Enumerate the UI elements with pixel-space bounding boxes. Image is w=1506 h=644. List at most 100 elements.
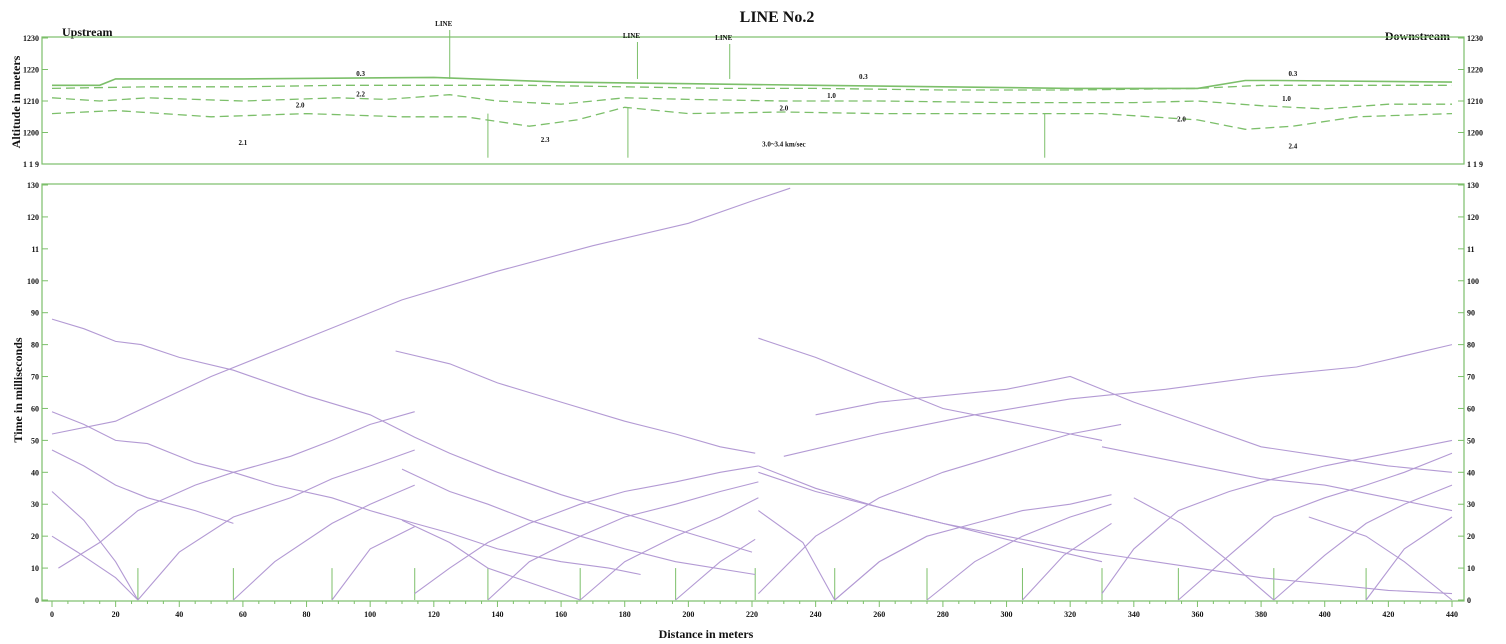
distance-tick-label: 200 (682, 610, 694, 619)
velocity-label: 2.0 (1177, 115, 1186, 123)
cross-section-tick-label-right: 1230 (1467, 34, 1483, 43)
distance-tick-label: 240 (810, 610, 822, 619)
travel-time-curve (137, 449, 415, 601)
velocity-label: 0.3 (356, 70, 365, 78)
distance-tick-label: 440 (1446, 610, 1458, 619)
upstream-label: Upstream (62, 25, 112, 39)
travel-time-curve (815, 375, 1453, 473)
travel-time-curve (675, 538, 756, 601)
travel-time-curve (51, 318, 753, 553)
travel-time-curve (331, 526, 415, 601)
distance-tick-label: 60 (239, 610, 247, 619)
travel-time-curve (51, 491, 139, 601)
time-tick-label-right: 80 (1467, 341, 1475, 350)
distance-tick-label: 0 (50, 610, 54, 619)
time-tick-label-left: 70 (31, 373, 39, 382)
distance-tick-label: 180 (619, 610, 631, 619)
distance-tick-label: 280 (937, 610, 949, 619)
time-tick-label-right: 100 (1467, 277, 1479, 286)
travel-time-curve (1133, 497, 1275, 601)
time-tick-label-right: 70 (1467, 373, 1475, 382)
distance-tick-label: 160 (555, 610, 567, 619)
time-tick-label-right: 11 (1467, 245, 1475, 254)
layer-boundaries (51, 76, 1453, 130)
distance-tick-label: 340 (1128, 610, 1140, 619)
velocity-label: 0.3 (859, 73, 868, 81)
cross-section-tick-label-left: 1230 (23, 34, 39, 43)
travel-time-curve (783, 344, 1453, 457)
line-marker-label: LINE (435, 20, 452, 28)
travel-time-curve (758, 423, 1122, 594)
distance-tick-label: 80 (303, 610, 311, 619)
travel-time-curve (58, 411, 415, 569)
cross-section-tick-label-right: 1220 (1467, 66, 1483, 75)
top-y-axis-label: Altitude in meters (9, 55, 23, 148)
downstream-label: Downstream (1385, 29, 1450, 43)
travel-time-curve (51, 535, 139, 601)
distance-tick-label: 100 (364, 610, 376, 619)
time-tick-label-right: 30 (1467, 500, 1475, 509)
boundary-layer-2-base (51, 94, 1452, 110)
cross-section-tick-label-left: 1 1 9 (23, 160, 39, 169)
travel-time-curve (395, 350, 756, 454)
time-tick-label-right: 40 (1467, 468, 1475, 477)
time-tick-label-left: 40 (31, 468, 39, 477)
travel-time-curve (414, 465, 759, 595)
line-marker-label: LINE (623, 32, 640, 40)
cross-section-tick-label-left: 1220 (23, 66, 39, 75)
travel-time-panel: 0 0 10 10 20 20 30 30 40 40 50 50 60 60 70 70 80 80 90 90 10… (27, 181, 1479, 619)
time-tick-label-left: 90 (31, 309, 39, 318)
distance-tick-label: 300 (1001, 610, 1013, 619)
travel-time-curve (1308, 516, 1453, 601)
line-marker-label: LINE (715, 34, 732, 42)
velocity-label: 3.0~3.4 km/sec (762, 141, 806, 149)
time-tick-label-left: 11 (31, 245, 39, 254)
velocity-labels: 0.3 2.2 2.0 2.1 2.3 0.3 1.0 2.0 3.0~3.4 km/sec 0.… (239, 70, 1298, 150)
distance-tick-label: 260 (873, 610, 885, 619)
distance-tick-label: 360 (1191, 610, 1203, 619)
velocity-label: 1.0 (1282, 95, 1291, 103)
travel-time-curve (1273, 484, 1453, 601)
time-tick-label-left: 60 (31, 404, 39, 413)
velocity-label: 0.3 (1289, 70, 1298, 78)
travel-time-curve (487, 481, 759, 601)
distance-tick-label: 20 (112, 610, 120, 619)
distance-tick-label: 120 (428, 610, 440, 619)
time-tick-label-left: 80 (31, 341, 39, 350)
velocity-label: 1.0 (827, 92, 836, 100)
travel-time-frame (41, 183, 1465, 602)
travel-time-curve (758, 471, 1103, 563)
x-axis-label: Distance in meters (659, 627, 754, 641)
velocity-label: 2.3 (541, 136, 550, 144)
time-tick-label-right: 130 (1467, 181, 1479, 190)
bottom-y-axis-label: Time in milliseconds (11, 337, 25, 442)
travel-time-curve (51, 449, 234, 524)
velocity-label: 2.4 (1289, 142, 1298, 150)
time-tick-label-left: 0 (35, 596, 39, 605)
time-tick-label-left: 10 (31, 564, 39, 573)
boundary-layer-3-base (51, 106, 1453, 130)
distance-tick-label: 380 (1255, 610, 1267, 619)
time-tick-label-right: 20 (1467, 532, 1475, 541)
travel-time-curve (1178, 452, 1453, 601)
travel-time-curve (1101, 446, 1453, 512)
time-tick-label-left: 100 (27, 277, 39, 286)
travel-time-curve (51, 411, 641, 576)
cross-section-tick-label-right: 1200 (1467, 129, 1483, 138)
travel-time-curves (51, 187, 1453, 601)
travel-time-curve (1365, 516, 1453, 601)
time-tick-label-right: 120 (1467, 213, 1479, 222)
time-tick-label-right: 90 (1467, 309, 1475, 318)
distance-tick-label: 320 (1064, 610, 1076, 619)
boundary-surface (52, 76, 1453, 90)
travel-time-curve (579, 497, 759, 601)
distance-tick-label: 400 (1319, 610, 1331, 619)
boundary-layer-1-base (51, 84, 1452, 91)
cross-section-tick-label-left: 1200 (23, 129, 39, 138)
time-tick-label-left: 30 (31, 500, 39, 509)
shot-point-markers (137, 568, 1367, 600)
velocity-label: 2.1 (239, 139, 248, 147)
chart-title: LINE No.2 (740, 9, 815, 26)
velocity-label: 2.0 (296, 101, 305, 109)
time-tick-label-right: 50 (1467, 436, 1475, 445)
